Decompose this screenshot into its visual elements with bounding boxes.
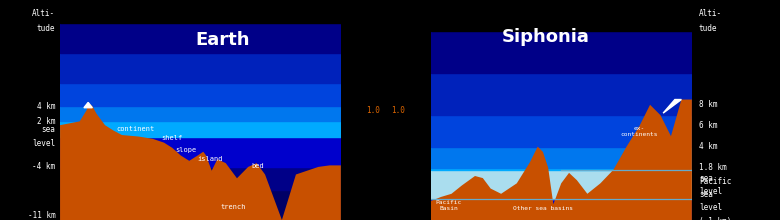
Bar	[60, 121, 341, 137]
Text: level: level	[699, 187, 722, 196]
Text: bed: bed	[251, 163, 264, 169]
Text: sea: sea	[699, 190, 713, 199]
Text: Siphonia: Siphonia	[502, 28, 590, 46]
Text: Pacific
Basin: Pacific Basin	[436, 200, 462, 211]
Text: 1.7: 1.7	[391, 167, 405, 176]
Text: 0.7: 0.7	[391, 81, 405, 90]
Text: 0.3: 0.3	[391, 33, 405, 42]
Bar	[431, 73, 692, 115]
Text: 0.2: 0.2	[367, 13, 381, 22]
Text: 0.7: 0.7	[367, 81, 381, 90]
Text: slope: slope	[176, 147, 197, 153]
Text: 8 km: 8 km	[699, 100, 718, 109]
Text: (-1 km): (-1 km)	[699, 216, 732, 220]
Bar	[431, 199, 692, 220]
Text: 2 km: 2 km	[37, 117, 55, 126]
Text: continent: continent	[116, 126, 154, 132]
Text: trench: trench	[220, 204, 246, 210]
Text: pressure: pressure	[367, 209, 404, 218]
Text: ex-
continents: ex- continents	[621, 126, 658, 137]
Text: Alti-: Alti-	[32, 9, 55, 18]
Text: Air: Air	[379, 198, 392, 207]
Text: Earth: Earth	[196, 31, 250, 49]
Text: tude: tude	[699, 24, 718, 33]
Text: sea: sea	[699, 174, 713, 183]
Text: -4 km: -4 km	[32, 162, 55, 171]
Text: 0.5: 0.5	[367, 59, 381, 68]
Bar	[60, 137, 341, 167]
Bar	[60, 0, 341, 23]
Text: island: island	[197, 156, 223, 162]
Bar	[431, 31, 692, 73]
Text: 0.5: 0.5	[391, 59, 405, 68]
Bar	[431, 147, 692, 168]
Bar	[60, 190, 341, 220]
Text: 0.3: 0.3	[367, 33, 381, 42]
Text: 1.0: 1.0	[391, 106, 405, 114]
Text: shelf: shelf	[161, 135, 183, 141]
Bar	[60, 53, 341, 83]
Text: 1.0: 1.0	[367, 106, 381, 114]
Bar	[431, 115, 692, 147]
Polygon shape	[60, 103, 341, 220]
Text: 4 km: 4 km	[37, 102, 55, 111]
Text: level: level	[699, 203, 722, 212]
Bar	[60, 23, 341, 53]
Bar	[431, 168, 692, 170]
Text: Alti-: Alti-	[699, 9, 722, 18]
Text: Other sea basins: Other sea basins	[513, 205, 573, 211]
Text: 6 km: 6 km	[699, 121, 718, 130]
Text: sea: sea	[41, 125, 55, 134]
Text: -11 km: -11 km	[27, 211, 55, 220]
Text: 1.8 km: 1.8 km	[699, 163, 727, 172]
Text: 4 km: 4 km	[699, 142, 718, 151]
Bar	[431, 170, 692, 199]
Polygon shape	[663, 99, 682, 113]
Text: Pacific: Pacific	[699, 177, 732, 186]
Bar	[60, 167, 341, 190]
Bar	[60, 106, 341, 121]
Text: level: level	[32, 139, 55, 148]
Text: tude: tude	[37, 24, 55, 33]
Bar	[60, 83, 341, 106]
Polygon shape	[84, 103, 92, 108]
Text: 1.5: 1.5	[391, 150, 405, 158]
Text: Atm.: Atm.	[362, 123, 381, 132]
Bar	[431, 0, 692, 31]
Polygon shape	[431, 99, 692, 220]
Text: 0.2: 0.2	[391, 13, 405, 22]
